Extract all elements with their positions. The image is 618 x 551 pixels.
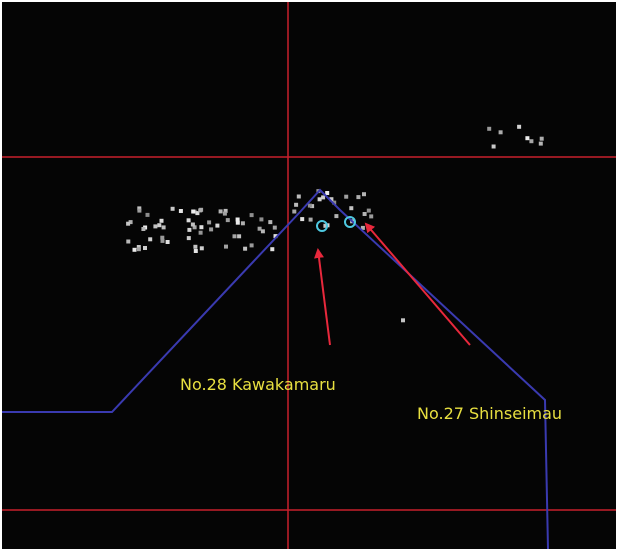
echo-dot	[310, 204, 315, 209]
echo-dot	[498, 130, 503, 135]
echo-dot	[153, 224, 158, 229]
echo-dot	[369, 214, 374, 219]
echo-dot	[362, 212, 367, 216]
echo-dot	[257, 226, 262, 231]
echo-dot	[260, 229, 265, 234]
echo-dot	[235, 217, 240, 222]
echo-dot	[517, 124, 522, 129]
echo-dot	[539, 136, 544, 141]
echo-dot	[209, 227, 214, 232]
echo-dot	[215, 223, 220, 228]
annotation-label: No.28 Kawakamaru	[180, 375, 336, 394]
echo-dot	[300, 217, 305, 222]
echo-dot	[296, 194, 301, 199]
echo-dot	[224, 244, 228, 249]
boundary-line	[2, 188, 549, 550]
echo-dot	[223, 208, 228, 213]
echo-dot	[259, 217, 264, 222]
echo-dot	[268, 220, 273, 225]
echo-dot	[178, 209, 183, 213]
echo-dot	[292, 209, 297, 214]
echo-dot	[186, 236, 191, 241]
echo-dot	[207, 220, 212, 225]
echo-dot	[193, 244, 198, 249]
echo-dot	[165, 240, 170, 244]
echo-dot	[317, 197, 322, 202]
echo-dot	[538, 141, 543, 146]
echo-dot	[225, 218, 230, 223]
echo-dot	[192, 225, 197, 230]
echo-dot	[356, 195, 361, 200]
echo-dot	[334, 214, 339, 219]
echo-dot	[126, 221, 131, 226]
echo-dot	[325, 191, 330, 195]
echo-dot	[294, 202, 299, 207]
echo-dot	[362, 192, 366, 197]
echo-dot	[198, 208, 203, 213]
echo-dot	[137, 206, 142, 211]
echo-dot	[273, 234, 278, 239]
echo-dot	[529, 139, 534, 144]
echo-dot	[160, 235, 165, 240]
echo-dot	[401, 318, 405, 323]
echo-dot	[525, 136, 530, 141]
echo-dot	[237, 234, 242, 239]
echo-dot	[232, 234, 237, 239]
echo-dot	[491, 144, 496, 149]
annotation-label: No.27 Shinseimau	[417, 404, 562, 423]
echo-dot	[249, 243, 254, 248]
echo-dot	[186, 218, 191, 223]
echo-dot	[272, 225, 277, 230]
echo-dot	[128, 220, 133, 225]
echo-dot	[308, 217, 313, 222]
echo-dot	[249, 213, 254, 218]
echo-dot	[360, 225, 365, 230]
echo-dot	[143, 246, 147, 250]
echo-dot	[243, 246, 248, 251]
echo-dot	[132, 247, 137, 252]
echo-dot	[160, 238, 165, 243]
echo-dot	[145, 212, 150, 217]
echo-dot	[136, 247, 141, 252]
echo-dot	[270, 247, 275, 252]
echo-dot	[198, 230, 203, 235]
echo-dot	[366, 208, 371, 213]
echo-dot	[222, 211, 227, 216]
echo-dot	[170, 206, 175, 211]
echo-dot	[199, 225, 204, 230]
echo-dot	[349, 206, 354, 211]
echo-dot	[157, 223, 162, 228]
echo-dot	[191, 209, 196, 214]
echo-dot	[218, 209, 223, 214]
echo-dot	[187, 227, 192, 232]
target-marker	[316, 220, 328, 232]
echo-dot	[199, 246, 204, 251]
echo-dot	[332, 200, 337, 205]
echo-dot	[136, 245, 141, 249]
vessel-echoes	[126, 124, 544, 323]
target-marker	[344, 216, 356, 228]
echo-dot	[487, 126, 492, 131]
echo-dot	[323, 223, 328, 228]
echo-dot	[344, 194, 349, 199]
echo-dot	[161, 225, 166, 230]
echo-dot	[240, 221, 245, 226]
arrow	[314, 248, 331, 346]
echo-dot	[148, 237, 153, 242]
echo-dot	[307, 203, 312, 208]
echo-dot	[193, 249, 198, 253]
echo-dot	[195, 211, 200, 216]
echo-dot	[126, 239, 131, 244]
echo-dot	[190, 222, 195, 227]
arrow	[364, 222, 471, 346]
echo-dot	[329, 197, 334, 202]
echo-dot	[235, 220, 240, 225]
echo-dot	[321, 195, 326, 200]
echo-dot	[137, 208, 142, 213]
echo-dot	[159, 218, 164, 223]
echo-dot	[141, 227, 146, 231]
